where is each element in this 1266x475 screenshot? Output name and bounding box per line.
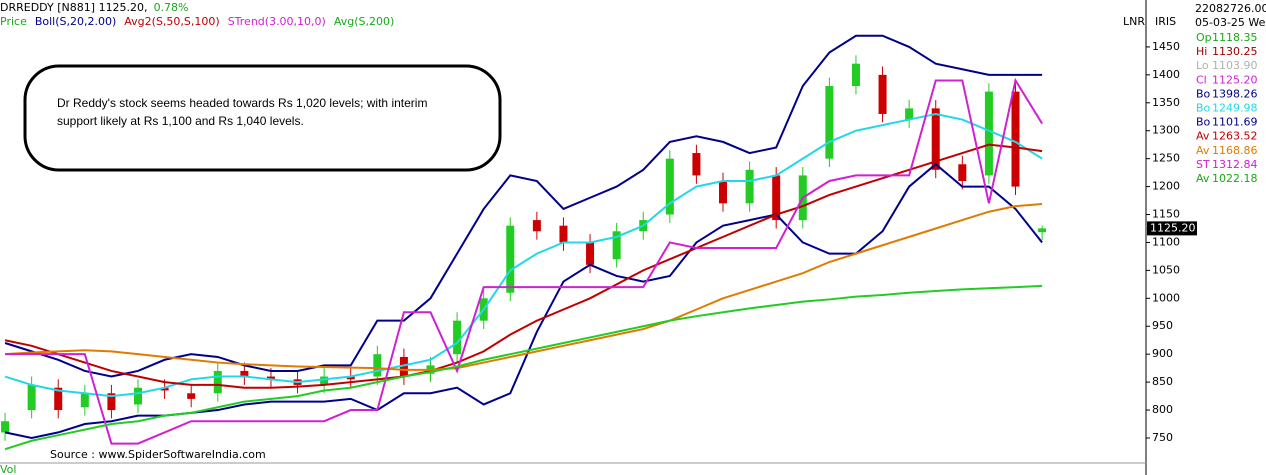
panel-label: Av <box>1196 172 1210 185</box>
candle-body <box>532 220 541 232</box>
panel-label: Bo <box>1196 102 1211 115</box>
candle-body <box>958 164 967 182</box>
candle-body <box>1 421 10 433</box>
candle-body <box>851 63 860 87</box>
y-tick-label: 1050 <box>1152 263 1180 276</box>
candle-body <box>586 242 595 265</box>
y-tick-label: 1300 <box>1152 124 1180 137</box>
price-change: 0.78% <box>154 1 189 14</box>
panel-label: Bo <box>1196 116 1211 129</box>
y-tick-label: 1350 <box>1152 96 1180 109</box>
candle-body <box>27 384 36 411</box>
y-tick-label: 1150 <box>1152 208 1180 221</box>
candle-body <box>905 108 914 120</box>
candle-body <box>719 181 728 204</box>
y-tick-label: 750 <box>1152 431 1173 444</box>
volume-label: Vol <box>0 463 16 475</box>
annotation-box <box>23 64 502 172</box>
candle-body <box>80 393 89 408</box>
panel-value: 1263.52 <box>1212 130 1258 143</box>
candle-body <box>453 320 462 355</box>
candle-body <box>213 370 222 394</box>
candle-body <box>1011 91 1020 187</box>
candle-body <box>692 153 701 176</box>
candle-body <box>399 356 408 377</box>
candle-body <box>134 387 143 405</box>
annotation-line: support likely at Rs 1,100 and Rs 1,040 … <box>57 114 304 128</box>
panel-value: 1103.90 <box>1212 59 1258 72</box>
candle-body <box>772 175 781 221</box>
panel-value: 1312.84 <box>1212 158 1258 171</box>
legend-entry: STrend(3.00,10,0) <box>228 15 326 28</box>
candle-body <box>665 158 674 215</box>
y-tick-label: 1100 <box>1152 235 1180 248</box>
panel-label: Av <box>1196 130 1210 143</box>
candle-body <box>984 91 993 176</box>
indicator-line <box>4 162 1043 439</box>
candle-body <box>320 376 329 385</box>
legend-entry: Avg(S,200) <box>334 15 394 28</box>
panel-label: Cl <box>1196 73 1207 86</box>
panel-label: Bo <box>1196 87 1211 100</box>
candle-body <box>878 74 887 114</box>
candle-body <box>506 225 515 293</box>
panel-value: 1125.20 <box>1212 73 1258 86</box>
price-marker <box>1147 221 1197 236</box>
panel-value: 1101.69 <box>1212 116 1258 129</box>
candle-body <box>107 393 116 411</box>
panel-value: 1249.98 <box>1212 102 1258 115</box>
source: Source : www.SpiderSoftwareIndia.com <box>50 448 266 461</box>
legend-entry: Price <box>0 15 27 28</box>
panel-value: 1118.35 <box>1212 31 1258 44</box>
candle-body <box>187 393 196 399</box>
candle-body <box>559 225 568 243</box>
axis-tag: IRIS <box>1155 15 1176 28</box>
candle-body <box>240 370 249 377</box>
indicator-line <box>5 77 1043 445</box>
legend-entry: Boll(S,20,2.00) <box>35 15 116 28</box>
indicator-line <box>4 202 1043 371</box>
candle-body <box>346 376 355 380</box>
panel-label: Av <box>1196 144 1210 157</box>
candle-body <box>160 387 169 391</box>
panel-value: 1168.86 <box>1212 144 1258 157</box>
y-tick-label: 1000 <box>1152 291 1180 304</box>
panel-header: 05-03-25 We <box>1195 16 1266 29</box>
annotation-line: Dr Reddy's stock seems headed towards Rs… <box>57 96 427 110</box>
candle-body <box>54 387 63 411</box>
candle-body <box>612 231 621 260</box>
y-tick-label: 1250 <box>1152 152 1180 165</box>
candle-body <box>373 354 382 377</box>
y-tick-label: 1200 <box>1152 180 1180 193</box>
y-tick-label: 1400 <box>1152 68 1180 81</box>
panel-label: Hi <box>1196 45 1207 58</box>
panel-label: ST <box>1196 158 1210 171</box>
candle-body <box>825 86 834 159</box>
y-tick-label: 1450 <box>1152 40 1180 53</box>
candle-body <box>1038 228 1047 233</box>
indicator-line <box>4 34 1043 378</box>
panel-value: 1398.26 <box>1212 87 1258 100</box>
panel-value: 1130.25 <box>1212 45 1258 58</box>
panel-value: 1022.18 <box>1212 172 1258 185</box>
y-tick-label: 800 <box>1152 403 1173 416</box>
axis-tag: LNR <box>1123 15 1145 28</box>
panel-label: Op <box>1196 31 1212 44</box>
y-tick-label: 900 <box>1152 347 1173 360</box>
indicator-line <box>4 284 1043 451</box>
y-tick-label: 850 <box>1152 375 1173 388</box>
panel-label: Lo <box>1196 59 1209 72</box>
chart-title: DRREDDY [N881] 1125.20, <box>0 1 148 14</box>
indicator-line <box>4 143 1043 389</box>
y-tick-label: 950 <box>1152 319 1173 332</box>
candle-body <box>266 376 275 380</box>
price-marker-label: 1125.20 <box>1150 221 1196 234</box>
legend-entry: Avg2(S,50,S,100) <box>124 15 219 28</box>
panel-header: 22082726.00 <box>1195 2 1266 15</box>
candle-body <box>931 108 940 170</box>
candle-body <box>745 169 754 204</box>
